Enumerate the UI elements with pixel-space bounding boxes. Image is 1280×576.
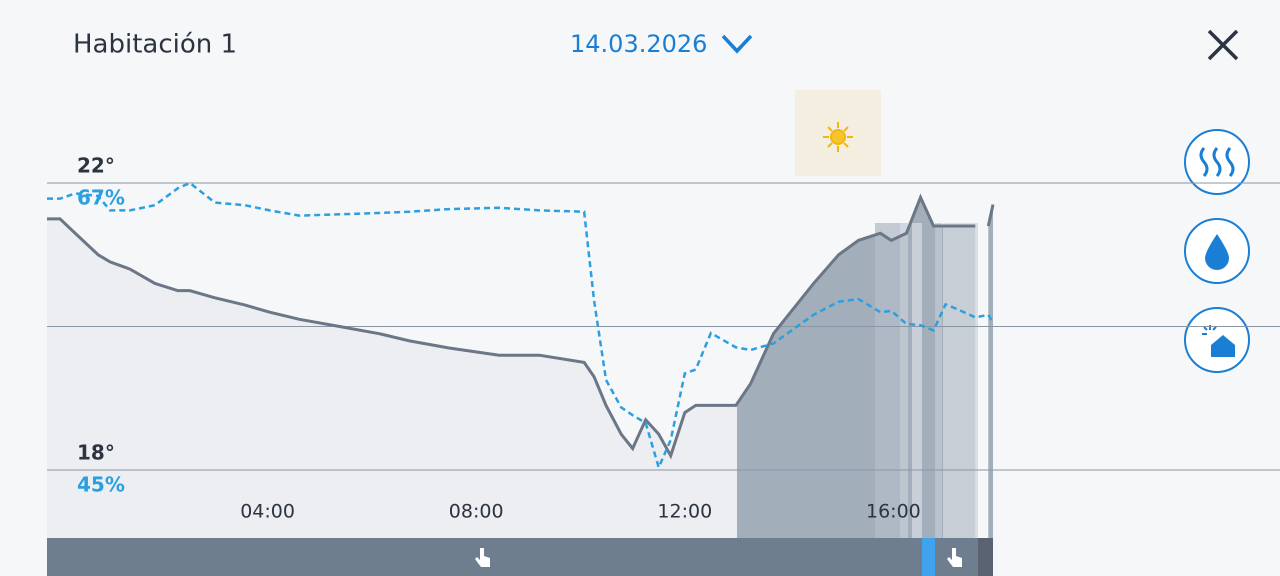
temperature-line <box>47 193 976 460</box>
close-button[interactable] <box>1207 29 1239 61</box>
x-tick-label: 12:00 <box>657 501 712 523</box>
drag-handle[interactable] <box>947 548 962 567</box>
x-tick-label: 16:00 <box>866 501 921 523</box>
heating-area <box>988 204 993 538</box>
timeline-bar[interactable] <box>47 538 993 576</box>
outdoor-button[interactable] <box>1184 307 1250 373</box>
x-tick-label: 04:00 <box>240 501 295 523</box>
date-selector[interactable]: 14.03.2026 <box>570 30 707 58</box>
humidity-button[interactable] <box>1184 218 1250 284</box>
room-title: Habitación 1 <box>73 30 237 60</box>
y2-tick-label: 45% <box>77 473 125 497</box>
heat-button[interactable] <box>1184 129 1250 195</box>
humidity-line <box>47 181 995 472</box>
heating-band <box>935 223 942 538</box>
temperature-line <box>986 204 995 227</box>
timeline-segment <box>922 538 935 576</box>
x-tick-label: 08:00 <box>449 501 504 523</box>
y-tick-label: 22° <box>77 154 115 178</box>
heating-band <box>912 223 922 538</box>
timeline-segment <box>978 538 993 576</box>
heating-band <box>943 223 978 538</box>
heating-band <box>900 223 908 538</box>
y-tick-label: 18° <box>77 441 115 465</box>
sun-icon <box>823 122 853 152</box>
heating-band <box>875 223 900 538</box>
date-dropdown[interactable] <box>721 34 753 54</box>
chart: 18°22°45%67%04:00 08:00 12:00 16:00 <box>47 154 1280 538</box>
drag-handle[interactable] <box>475 548 490 567</box>
